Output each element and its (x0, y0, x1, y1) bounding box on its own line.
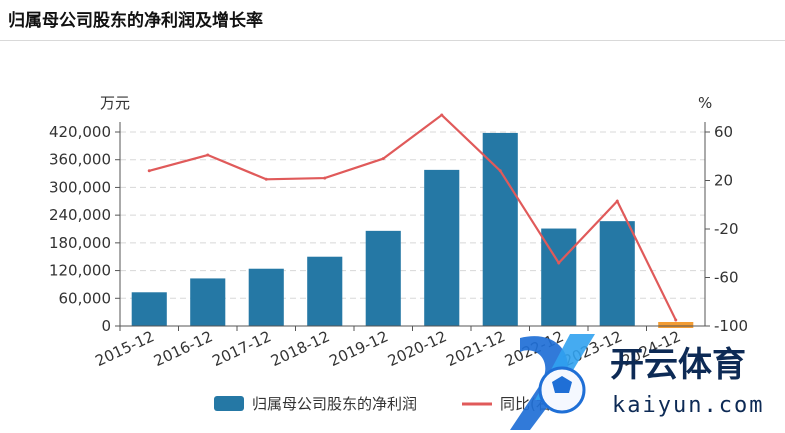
right-axis-unit: % (698, 94, 712, 112)
x-tick-label: 2017-12 (210, 327, 274, 370)
right-tick-label: 20 (714, 172, 733, 190)
left-tick-label: 360,000 (49, 151, 111, 169)
watermark: 开云体育 kaiyun.com (510, 334, 764, 430)
page-title: 归属母公司股东的净利润及增长率 (8, 11, 263, 31)
left-tick-label: 120,000 (49, 262, 111, 280)
bar (248, 268, 284, 326)
left-tick-label: 240,000 (49, 206, 111, 224)
right-tick-label: 60 (714, 123, 733, 141)
line-series (147, 113, 678, 322)
left-axis-unit: 万元 (100, 94, 130, 112)
line-point (615, 199, 619, 203)
right-tick-label: -100 (714, 317, 748, 335)
line-point (674, 318, 678, 322)
right-tick-label: -20 (714, 220, 739, 238)
left-tick-label: 0 (101, 317, 111, 335)
left-tick-label: 60,000 (59, 289, 112, 307)
bar (658, 322, 694, 328)
x-tick-label: 2016-12 (151, 327, 215, 370)
line-point (381, 157, 385, 161)
x-tick-label: 2018-12 (268, 327, 332, 370)
bar (482, 132, 518, 326)
line-point (323, 176, 327, 180)
legend-bar-swatch (214, 396, 244, 411)
bar (599, 221, 635, 326)
x-tick-label: 2020-12 (385, 327, 449, 370)
x-tick-label: 2021-12 (444, 327, 508, 370)
bar (424, 169, 460, 326)
line-point (264, 177, 268, 181)
line-point (498, 169, 502, 173)
kaiyun-logo-icon (510, 334, 595, 430)
left-tick-label: 300,000 (49, 178, 111, 196)
line-point (206, 153, 210, 157)
left-tick-label: 180,000 (49, 234, 111, 252)
x-tick-label: 2019-12 (327, 327, 391, 370)
line-point (440, 113, 444, 117)
bar (365, 230, 401, 326)
legend-bar-label: 归属母公司股东的净利润 (252, 395, 417, 413)
left-tick-label: 420,000 (49, 123, 111, 141)
bar (190, 278, 226, 326)
watermark-brand: 开云体育 (610, 345, 746, 385)
title-divider (0, 40, 785, 41)
yoy-line (148, 113, 677, 321)
line-point (147, 169, 151, 173)
right-tick-label: -60 (714, 269, 739, 287)
watermark-url: kaiyun.com (612, 393, 764, 418)
bar (131, 292, 167, 326)
line-point (557, 261, 561, 265)
bar (307, 256, 343, 326)
grid (120, 131, 705, 299)
